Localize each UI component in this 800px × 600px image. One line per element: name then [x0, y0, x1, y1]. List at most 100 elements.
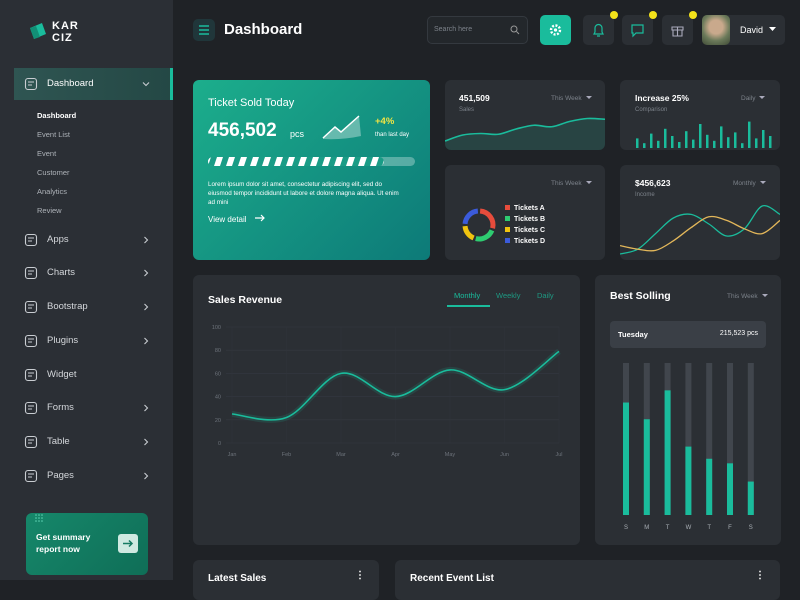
ticket-description: Lorem ipsum dolor sit amet, consectetur …	[208, 181, 399, 207]
more-button[interactable]: ⋮	[355, 570, 365, 581]
menu-item-active[interactable]: Dashboard	[14, 68, 173, 100]
icon-shape	[28, 81, 34, 86]
settings-button[interactable]	[540, 15, 571, 45]
bar-track	[727, 363, 733, 515]
bar	[713, 140, 716, 148]
chevron-shape	[144, 472, 149, 480]
line	[445, 117, 605, 142]
period-select[interactable]: This Week	[727, 293, 768, 300]
chevron	[144, 303, 149, 311]
search-icon	[510, 25, 520, 35]
menu-item[interactable]: Charts	[14, 257, 173, 289]
gift-button[interactable]	[662, 11, 697, 45]
card-title: Recent Event List	[410, 573, 494, 584]
submenu-item[interactable]: Review	[37, 206, 62, 215]
bell-icon	[593, 23, 604, 37]
sales-label: Sales	[459, 107, 475, 113]
chevron-shape	[144, 269, 149, 277]
chevron-shape	[144, 337, 149, 345]
bar	[664, 128, 667, 148]
icon-shape	[24, 300, 38, 314]
card-title: Sales Revenue	[208, 294, 283, 306]
bar	[685, 131, 688, 148]
logo-line: CIZ	[52, 32, 73, 44]
message-button[interactable]	[622, 11, 657, 45]
y-tick-label: 20	[215, 418, 221, 424]
ticket-card: Ticket Sold Today 456,502 pcs +4% than l…	[193, 80, 430, 260]
chevron-shape	[144, 236, 149, 244]
promo-text: Get summary report now	[36, 531, 90, 555]
legend-swatch	[505, 227, 510, 232]
icon-shape	[24, 233, 38, 247]
menu-item[interactable]: Pages	[14, 460, 173, 492]
hamburger-button[interactable]	[193, 19, 215, 41]
bar	[678, 142, 681, 148]
menu-icon	[24, 469, 38, 483]
submenu-item[interactable]: Dashboard	[37, 111, 77, 120]
x-tick-label: Jan	[228, 452, 237, 458]
ticket-change: +4%	[375, 116, 395, 127]
icon-shape	[28, 237, 34, 242]
icon-shape	[24, 368, 38, 382]
arrow-icon	[123, 539, 134, 548]
icon-shape	[24, 469, 38, 483]
menu-item[interactable]: Apps	[14, 224, 173, 256]
menu-item[interactable]: Forms	[14, 392, 173, 424]
increase-label: Comparison	[635, 107, 668, 113]
x-tick-label: Jul	[555, 452, 562, 458]
legend-label: Tickets B	[514, 216, 545, 223]
y-tick-label: 0	[218, 441, 221, 447]
chevron	[144, 337, 149, 345]
submenu-item[interactable]: Customer	[37, 168, 70, 177]
income-value: $456,623	[635, 178, 671, 188]
tab[interactable]: Daily	[537, 291, 554, 300]
bar	[664, 390, 671, 515]
increase-title: Increase 25%	[635, 93, 689, 103]
menu-item[interactable]: Plugins	[14, 325, 173, 357]
tab[interactable]: Weekly	[496, 291, 521, 300]
menu-item[interactable]: Table	[14, 426, 173, 458]
bar	[623, 402, 629, 515]
tab[interactable]: Monthly	[454, 291, 481, 300]
menu-item[interactable]: Widget	[14, 359, 173, 391]
more-button[interactable]: ⋮	[755, 570, 765, 581]
bar	[747, 481, 754, 515]
menu-icon	[24, 266, 38, 280]
income-card: $456,623 Income Monthly	[620, 165, 780, 260]
legend-swatch	[505, 205, 510, 210]
bar	[720, 126, 723, 148]
view-detail-link[interactable]: View detail	[208, 214, 266, 224]
period-select[interactable]: Daily	[741, 95, 765, 102]
search-box[interactable]: Search here	[427, 16, 528, 44]
bar-track	[685, 363, 692, 515]
ticket-change-note: than last day	[375, 132, 410, 138]
menu-icon	[24, 300, 38, 314]
chevron	[144, 438, 149, 446]
period-select[interactable]: This Week	[551, 95, 592, 102]
bar	[643, 419, 650, 515]
bar	[727, 137, 730, 148]
menu-icon	[24, 401, 38, 415]
menu-icon	[24, 77, 38, 91]
menu-label: Plugins	[47, 335, 79, 346]
period-select[interactable]: Monthly	[733, 180, 766, 187]
promo-button[interactable]	[118, 534, 138, 553]
notification-button[interactable]	[583, 11, 618, 45]
menu-item[interactable]: Bootstrap	[14, 291, 173, 323]
period-select[interactable]: This Week	[551, 180, 592, 187]
submenu-item[interactable]: Event	[37, 149, 57, 158]
sales-card: 451,509 Sales This Week	[445, 80, 605, 150]
submenu-item[interactable]: Analytics	[37, 187, 68, 196]
icon-shape	[28, 372, 34, 377]
bar	[699, 124, 702, 148]
menu-label: Pages	[47, 470, 74, 481]
submenu-item[interactable]: Event List	[37, 130, 70, 139]
chevron-shape	[144, 438, 149, 446]
menu-label: Bootstrap	[47, 301, 88, 312]
user-menu[interactable]: David	[702, 15, 785, 45]
x-tick-label: May	[445, 452, 456, 458]
donut: Tickets A Tickets B Tickets C Tickets D	[462, 205, 545, 245]
promo-card[interactable]: Get summary report now	[26, 513, 148, 575]
bar-chart	[636, 121, 772, 148]
